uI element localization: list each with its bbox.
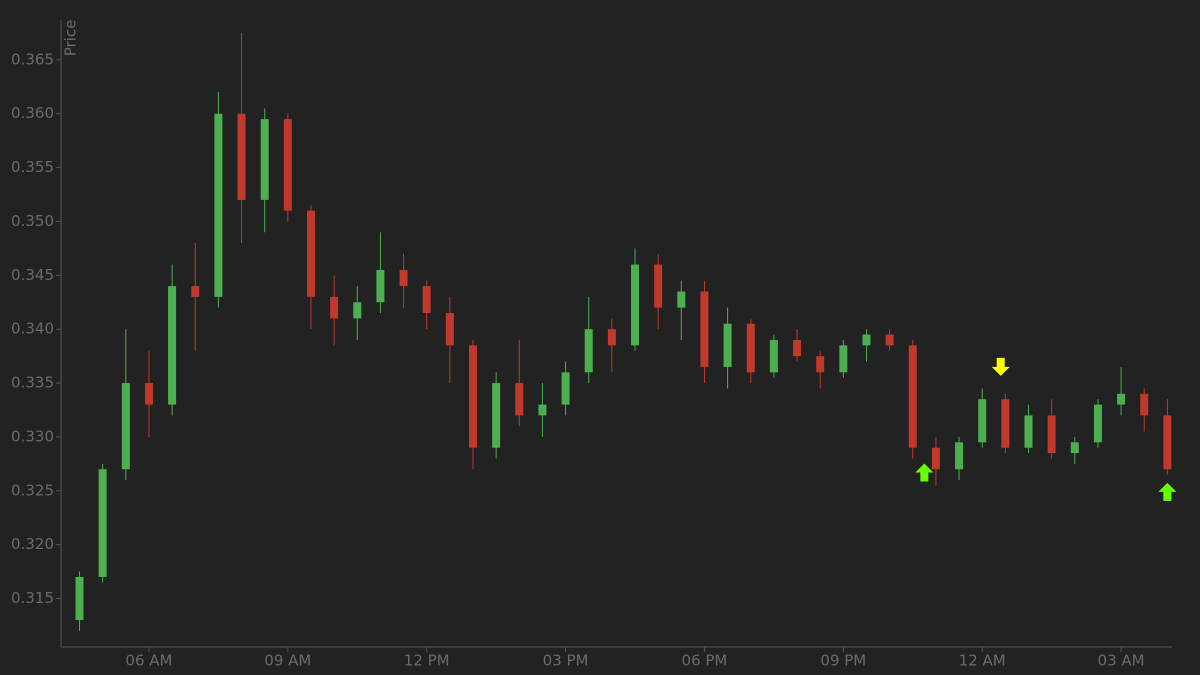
- y-tick-label: 0.360: [11, 104, 54, 122]
- y-tick-label: 0.330: [11, 427, 54, 445]
- x-tick-label: 09 AM: [264, 652, 311, 670]
- candle-body: [283, 119, 292, 211]
- candle-body: [885, 334, 894, 346]
- candle-body: [931, 447, 940, 470]
- x-tick-label: 06 PM: [682, 652, 728, 670]
- candle-body: [376, 269, 385, 303]
- candle-body: [862, 334, 871, 346]
- candle-body: [98, 469, 107, 577]
- x-tick-label: 12 PM: [404, 652, 450, 670]
- candle-body: [1070, 442, 1079, 454]
- y-tick-label: 0.365: [11, 50, 54, 68]
- candle-body: [723, 323, 732, 367]
- candle-body: [214, 113, 223, 297]
- candle-body: [422, 286, 431, 314]
- candle-body: [445, 313, 454, 346]
- candle-body: [144, 383, 153, 405]
- candle-body: [1047, 415, 1056, 454]
- candle-body: [908, 345, 917, 448]
- candle-body: [700, 291, 709, 367]
- candle-body: [237, 113, 246, 200]
- y-tick-label: 0.350: [11, 212, 54, 230]
- candle-body: [75, 576, 84, 621]
- candle-body: [1093, 404, 1102, 443]
- x-tick-label: 12 AM: [959, 652, 1006, 670]
- candle-body: [631, 264, 640, 346]
- y-tick-label: 0.340: [11, 320, 54, 338]
- candle-body: [515, 383, 524, 416]
- y-tick-label: 0.335: [11, 374, 54, 392]
- candle-body: [1117, 393, 1126, 405]
- candle-body: [955, 442, 964, 470]
- candle-body: [1001, 399, 1010, 448]
- candle-body: [168, 286, 177, 405]
- candle-body: [793, 339, 802, 357]
- candle-body: [330, 296, 339, 319]
- signal-arrow: [1158, 482, 1177, 501]
- y-tick-label: 0.315: [11, 589, 54, 607]
- candle-body: [492, 383, 501, 448]
- candle-body: [654, 264, 663, 308]
- candle-body: [677, 291, 686, 308]
- candle-body: [839, 345, 848, 373]
- candle-body: [399, 269, 408, 287]
- candle-body: [607, 329, 616, 346]
- candle-body: [121, 383, 130, 470]
- candle-body: [191, 286, 200, 297]
- candle-body: [306, 210, 315, 297]
- y-tick-label: 0.325: [11, 481, 54, 499]
- candle-body: [816, 356, 825, 373]
- x-tick-label: 06 AM: [125, 652, 172, 670]
- candle-body: [538, 404, 547, 416]
- candle-body: [1163, 415, 1172, 470]
- y-tick-label: 0.345: [11, 266, 54, 284]
- x-tick-label: 03 PM: [543, 652, 589, 670]
- signal-arrow: [915, 463, 934, 482]
- candle-body: [769, 339, 778, 373]
- x-tick-label: 09 PM: [820, 652, 866, 670]
- candle-body: [260, 119, 269, 200]
- candle-body: [353, 302, 362, 319]
- signal-arrow: [991, 357, 1010, 376]
- candle-body: [584, 329, 593, 373]
- candle-body: [1140, 393, 1149, 416]
- x-tick-label: 03 AM: [1098, 652, 1145, 670]
- y-tick-label: 0.320: [11, 535, 54, 553]
- candle-body: [468, 345, 477, 448]
- candle-body: [561, 372, 570, 405]
- candle-body: [978, 399, 987, 443]
- candle-body: [1024, 415, 1033, 448]
- candle-body: [746, 323, 755, 373]
- y-tick-label: 0.355: [11, 158, 54, 176]
- y-axis-label: Price: [62, 20, 80, 57]
